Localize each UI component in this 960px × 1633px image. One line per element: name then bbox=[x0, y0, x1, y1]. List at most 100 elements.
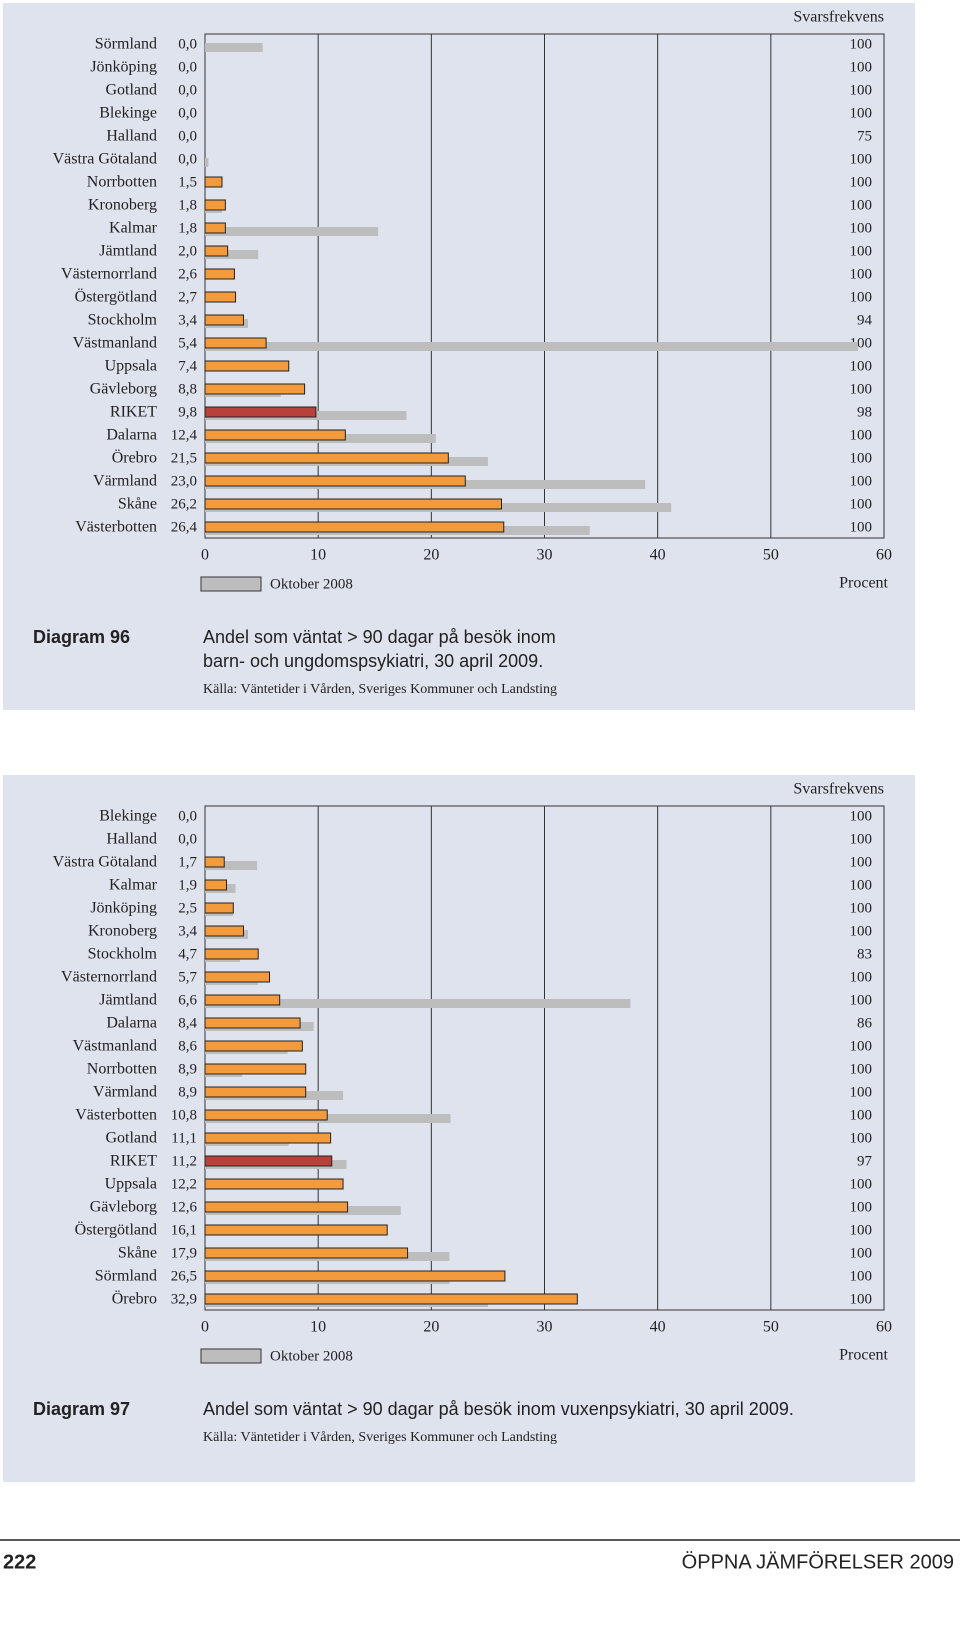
category-label: Halland bbox=[106, 831, 157, 848]
category-label: Sörmland bbox=[95, 1268, 157, 1285]
value-label: 0,0 bbox=[178, 59, 197, 75]
category-label: Örebro bbox=[112, 1290, 157, 1308]
bar-2008 bbox=[205, 342, 858, 351]
caption: barn- och ungdomspsykiatri, 30 april 200… bbox=[203, 651, 543, 671]
x-tick-label: 50 bbox=[763, 547, 779, 564]
response-rate: 100 bbox=[850, 427, 873, 443]
bar-2008 bbox=[205, 999, 631, 1008]
diagram-label: Diagram 96 bbox=[33, 627, 130, 647]
response-rate: 100 bbox=[850, 1268, 873, 1284]
x-tick-label: 40 bbox=[650, 1319, 666, 1336]
x-tick-label: 60 bbox=[876, 1319, 892, 1336]
value-label: 8,9 bbox=[178, 1084, 197, 1100]
value-label: 0,0 bbox=[178, 128, 197, 144]
bar-2009 bbox=[204, 1293, 578, 1305]
response-rate: 97 bbox=[857, 1153, 873, 1169]
bar-2008 bbox=[205, 1114, 451, 1123]
response-rate: 100 bbox=[850, 900, 873, 916]
value-label: 5,7 bbox=[178, 969, 197, 985]
page-number: 222 bbox=[3, 1551, 36, 1573]
category-label: Örebro bbox=[112, 449, 157, 467]
category-label: Halland bbox=[106, 128, 157, 145]
x-tick-label: 20 bbox=[423, 1319, 439, 1336]
right-column-title: Svarsfrekvens bbox=[793, 781, 884, 798]
category-label: Gotland bbox=[105, 82, 157, 99]
value-label: 12,4 bbox=[171, 427, 198, 443]
value-label: 1,8 bbox=[178, 220, 197, 236]
x-tick-label: 60 bbox=[876, 547, 892, 564]
value-label: 2,0 bbox=[178, 243, 197, 259]
category-label: Värmland bbox=[93, 473, 157, 490]
bar-2009 bbox=[204, 360, 290, 372]
response-rate: 100 bbox=[850, 1176, 873, 1192]
category-label: RIKET bbox=[110, 1153, 157, 1170]
response-rate: 98 bbox=[857, 404, 872, 420]
value-label: 16,1 bbox=[171, 1222, 197, 1238]
bar-2009 bbox=[204, 879, 228, 891]
response-rate: 100 bbox=[850, 1199, 873, 1215]
category-label: Värmland bbox=[93, 1084, 157, 1101]
category-label: Gävleborg bbox=[90, 1199, 157, 1216]
bar-2009 bbox=[204, 1109, 328, 1121]
response-rate: 100 bbox=[850, 854, 873, 870]
bar-2009 bbox=[204, 245, 229, 257]
category-label: Västmanland bbox=[73, 335, 157, 352]
response-rate: 100 bbox=[850, 381, 873, 397]
value-label: 1,5 bbox=[178, 174, 197, 190]
value-label: 2,6 bbox=[178, 266, 197, 282]
bar-2009 bbox=[204, 856, 225, 868]
value-label: 26,2 bbox=[171, 496, 197, 512]
category-label: Blekinge bbox=[99, 808, 157, 825]
x-tick-label: 30 bbox=[537, 1319, 553, 1336]
caption: Andel som väntat > 90 dagar på besök ino… bbox=[203, 627, 556, 647]
response-rate: 100 bbox=[850, 289, 873, 305]
category-label: Jämtland bbox=[99, 992, 157, 1009]
value-label: 0,0 bbox=[178, 105, 197, 121]
response-rate: 100 bbox=[850, 1245, 873, 1261]
response-rate: 100 bbox=[850, 519, 873, 535]
response-rate: 100 bbox=[850, 992, 873, 1008]
value-label: 1,8 bbox=[178, 197, 197, 213]
value-label: 5,4 bbox=[178, 335, 197, 351]
value-label: 8,4 bbox=[178, 1015, 197, 1031]
bar-2009 bbox=[204, 1132, 332, 1144]
value-label: 2,7 bbox=[178, 289, 197, 305]
value-label: 2,5 bbox=[178, 900, 197, 916]
legend-label: Oktober 2008 bbox=[270, 1348, 353, 1364]
bar-2009 bbox=[204, 1017, 301, 1029]
value-label: 1,7 bbox=[178, 854, 197, 870]
category-label: Stockholm bbox=[88, 946, 158, 963]
bar-2009 bbox=[204, 498, 502, 510]
bar-2009 bbox=[204, 1178, 344, 1190]
value-label: 7,4 bbox=[178, 358, 197, 374]
response-rate: 100 bbox=[850, 243, 873, 259]
category-label: Kronoberg bbox=[88, 923, 157, 940]
category-label: Västra Götaland bbox=[53, 854, 157, 871]
bar-2009 bbox=[204, 383, 306, 395]
response-rate: 100 bbox=[850, 220, 873, 236]
response-rate: 100 bbox=[850, 197, 873, 213]
bar-2009 bbox=[204, 222, 226, 234]
x-tick-label: 20 bbox=[423, 547, 439, 564]
response-rate: 100 bbox=[850, 266, 873, 282]
value-label: 26,5 bbox=[171, 1268, 197, 1284]
bar-2009 bbox=[204, 1155, 333, 1167]
category-label: Skåne bbox=[118, 1245, 157, 1262]
response-rate: 100 bbox=[850, 1061, 873, 1077]
bar-2009 bbox=[204, 948, 259, 960]
value-label: 12,2 bbox=[171, 1176, 197, 1192]
bar-2008 bbox=[205, 250, 259, 259]
response-rate: 86 bbox=[857, 1015, 873, 1031]
category-label: Kronoberg bbox=[88, 197, 157, 214]
bar-2009 bbox=[204, 406, 317, 418]
category-label: Jönköping bbox=[90, 59, 157, 76]
x-tick-label: 0 bbox=[201, 1319, 209, 1336]
bar-2009 bbox=[204, 475, 466, 487]
bar-2008 bbox=[205, 227, 379, 236]
value-label: 8,6 bbox=[178, 1038, 197, 1054]
response-rate: 100 bbox=[850, 105, 873, 121]
bar-2009 bbox=[204, 1201, 349, 1213]
bar-2009 bbox=[204, 971, 271, 983]
